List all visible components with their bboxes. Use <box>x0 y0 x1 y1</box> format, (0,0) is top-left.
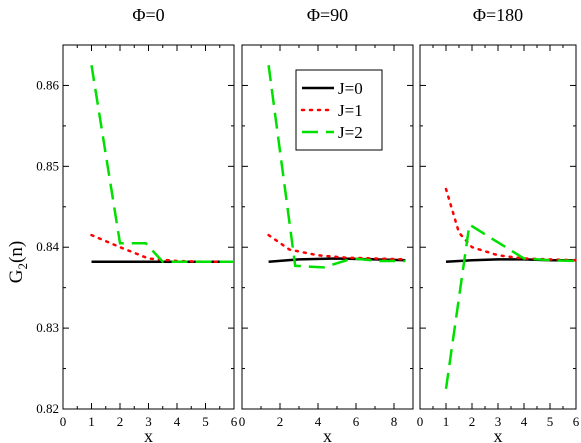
series-line-J1 <box>267 233 407 261</box>
panel-3-x-axis-label: x <box>494 426 503 443</box>
x-tick-label: 2 <box>117 414 124 429</box>
panel-1-x-axis-label: x <box>144 426 153 443</box>
x-tick-label: 2 <box>469 414 476 429</box>
x-tick-label: 4 <box>174 414 181 429</box>
legend-label-J0: J=0 <box>338 79 363 98</box>
y-axis-label-tail: (n) <box>6 241 27 263</box>
x-tick-label: 3 <box>495 414 502 429</box>
y-axis-label: G2(n) <box>6 241 30 283</box>
y-tick-label: 0.83 <box>36 320 59 335</box>
series-line-J2 <box>267 65 406 269</box>
x-tick-label: 0 <box>417 414 424 429</box>
x-tick-label: 3 <box>145 414 152 429</box>
x-tick-label: 1 <box>443 414 450 429</box>
panel-1: Φ=0 0 1 2 3 4 5 6 x 0.82 0.83 0.84 0.85 0.86 <box>36 5 238 443</box>
y-tick-label: 0.85 <box>36 158 59 173</box>
x-tick-label: 1 <box>88 414 95 429</box>
y-axis-label-main: G <box>6 269 27 283</box>
panel-2-frame <box>241 44 414 410</box>
y-axis-label-subscript: 2 <box>15 263 30 270</box>
panel-1-frame <box>62 44 235 410</box>
legend: J=0 J=1 J=2 <box>295 69 383 151</box>
x-tick-label: 5 <box>202 414 209 429</box>
panel-2-title: Φ=90 <box>307 5 348 25</box>
x-tick-label: 6 <box>353 414 360 429</box>
series-line-J0 <box>445 258 576 264</box>
series-line-J1 <box>444 187 578 262</box>
x-tick-label: 4 <box>315 414 322 429</box>
x-tick-label: 0 <box>239 414 246 429</box>
x-tick-label: 8 <box>391 414 398 429</box>
panel-1-title: Φ=0 <box>132 5 164 25</box>
x-tick-label: 6 <box>573 414 580 429</box>
series-line-J2 <box>90 65 234 264</box>
legend-label-J2: J=2 <box>338 123 363 142</box>
panel-2-x-axis-label: x <box>323 426 332 443</box>
x-tick-label: 5 <box>547 414 554 429</box>
panel-3-title: Φ=180 <box>473 5 523 25</box>
y-tick-label: 0.86 <box>36 77 59 92</box>
panel-3-frame <box>419 44 577 410</box>
x-tick-label: 4 <box>521 414 528 429</box>
x-tick-label: 0 <box>60 414 67 429</box>
legend-label-J1: J=1 <box>338 101 363 120</box>
panel-3: Φ=180 0 1 2 3 4 5 6 x <box>417 5 580 443</box>
x-tick-label: 6 <box>231 414 238 429</box>
y-tick-label: 0.84 <box>36 239 59 254</box>
y-tick-label: 0.82 <box>36 401 59 416</box>
series-line-J1 <box>90 233 236 264</box>
panel-2: Φ=90 0 2 4 6 8 x J=0 J=1 J=2 <box>239 5 414 443</box>
series-line-J2 <box>444 222 577 389</box>
panels: Φ=0 0 1 2 3 4 5 6 x 0.82 0.83 0.84 0.85 0.86 Φ=90 0 2 4 6 8… <box>36 5 580 443</box>
x-tick-label: 2 <box>277 414 284 429</box>
y-axis-label-text: G2(n) <box>6 241 30 283</box>
